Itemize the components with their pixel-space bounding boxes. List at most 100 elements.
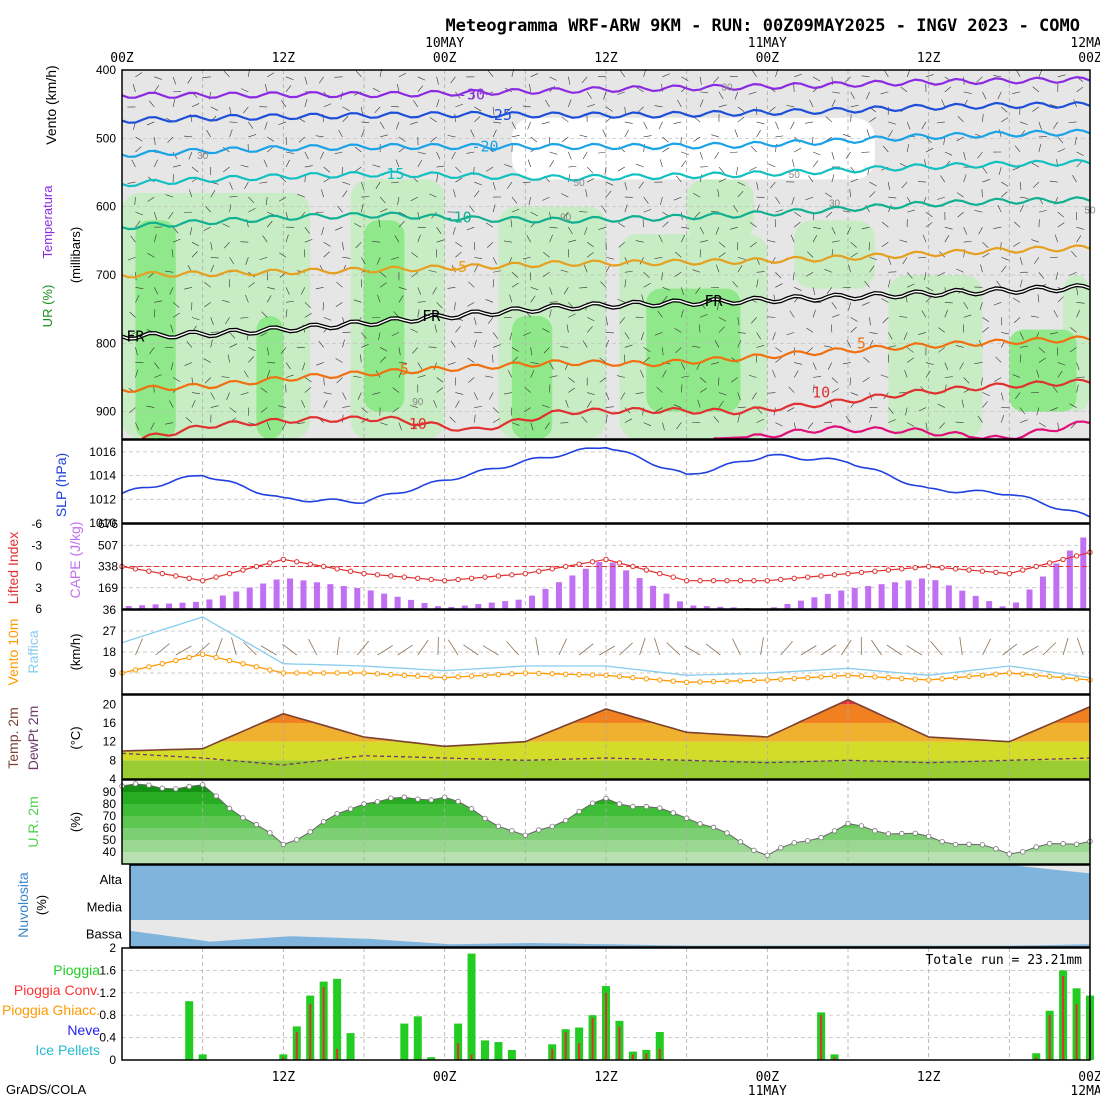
wind-barb xyxy=(944,226,953,230)
cape-bar xyxy=(394,596,401,609)
wind-barb xyxy=(428,346,437,348)
wind-barb xyxy=(775,196,781,204)
wind-barb xyxy=(154,374,162,378)
slp-panel: 1016 1014 1012 1010 SLP (hPa) xyxy=(53,439,1091,530)
wind-barb xyxy=(888,345,897,348)
wind-barb xyxy=(718,317,727,322)
wind-barb xyxy=(850,178,859,183)
wind-barb xyxy=(673,196,682,201)
lifted-index-point xyxy=(589,559,596,565)
wind-barb xyxy=(474,190,480,198)
wind-barb xyxy=(1053,121,1058,129)
wind-tick-label: 18 xyxy=(103,645,117,659)
wind-barb xyxy=(827,362,833,370)
wind-barb xyxy=(956,136,964,142)
cape-bar xyxy=(246,587,253,609)
wind-barb xyxy=(264,84,268,92)
wind-barb xyxy=(455,166,462,173)
rh-point xyxy=(643,803,650,810)
wind10m-point xyxy=(213,654,219,661)
wind-barb xyxy=(267,72,275,78)
wind-barb xyxy=(698,324,701,333)
wind-barb xyxy=(511,272,519,278)
wind-barb xyxy=(635,240,644,243)
wind-barb xyxy=(1057,148,1066,153)
wind-barb xyxy=(587,317,595,322)
lifted-index-point xyxy=(401,574,408,580)
wind-barb xyxy=(812,226,821,230)
wind-barb xyxy=(806,347,814,353)
lifted-index-point xyxy=(1060,556,1066,563)
pressure-tick-label: 400 xyxy=(96,63,116,77)
wind-direction-arrow xyxy=(231,637,237,656)
cloud-layer-bassa xyxy=(130,930,1090,947)
cloud-layer-media xyxy=(130,893,1090,920)
wind-barb xyxy=(850,91,855,100)
wind-barb xyxy=(982,317,990,323)
wind-barb xyxy=(729,151,738,154)
lifted-index-point xyxy=(549,566,555,572)
lifted-index-point xyxy=(764,577,771,584)
wind-barb xyxy=(413,100,419,108)
wind-barb xyxy=(285,287,290,295)
lifted-index-point xyxy=(455,576,461,583)
wind-barb xyxy=(1038,144,1042,153)
wind-barb xyxy=(982,392,990,397)
cape-bar xyxy=(676,601,683,609)
pressure-axis-label: (millibars) xyxy=(68,227,83,283)
wind-barb xyxy=(850,252,858,258)
lifted-index-tick-label: -6 xyxy=(31,517,42,531)
cape-bar xyxy=(434,606,441,609)
chart-title: Meteogramma WRF-ARW 9KM - RUN: 00Z09MAY2… xyxy=(445,16,1080,36)
wind-barb xyxy=(543,252,550,258)
wind-barb xyxy=(1076,362,1080,371)
lifted-index-point xyxy=(885,567,892,573)
wind-barb xyxy=(714,340,720,348)
wind-barb xyxy=(692,345,701,348)
wind-barb xyxy=(959,362,964,370)
wind-barb xyxy=(826,287,833,294)
rh-point xyxy=(952,841,959,848)
wind-barb xyxy=(1019,182,1022,191)
wind-barb xyxy=(982,179,991,183)
wind-barb xyxy=(617,298,625,303)
wind-barb xyxy=(925,370,931,378)
temperature-tick-label: 4 xyxy=(109,772,116,786)
rh-shade-high xyxy=(511,316,553,439)
wind-barb xyxy=(786,104,795,108)
wind-barb xyxy=(127,256,136,261)
wind-barb xyxy=(1072,175,1077,183)
wind-barb xyxy=(963,227,968,235)
rh-point xyxy=(683,815,690,821)
wind10m-point xyxy=(307,670,313,676)
cape-tick-label: 169 xyxy=(98,581,118,595)
isotherm-line xyxy=(141,378,1091,440)
panel-frame xyxy=(121,439,1091,524)
wind-barb xyxy=(466,226,475,231)
wind-barb xyxy=(718,166,725,174)
wind-barb xyxy=(906,272,913,279)
wind-barb xyxy=(210,264,215,273)
cape-bar xyxy=(690,605,697,609)
lifted-index-point xyxy=(347,568,354,574)
wind-barb xyxy=(654,105,663,108)
wind-barb xyxy=(643,209,652,213)
wind-barb xyxy=(735,166,739,175)
wind-barb xyxy=(135,347,138,356)
wind-barb xyxy=(153,287,159,295)
isotherm-label: FR xyxy=(705,292,724,310)
wind-barb xyxy=(982,327,989,333)
wind-barb xyxy=(843,134,851,138)
wind-barb xyxy=(320,151,324,160)
wind-direction-arrow xyxy=(578,643,594,656)
wind-barb xyxy=(737,191,744,198)
cape-bar xyxy=(878,584,885,609)
cape-bar xyxy=(139,605,146,609)
wind-barb xyxy=(417,151,426,155)
wind-barb xyxy=(921,121,927,129)
wind-barb xyxy=(732,281,738,288)
wind-barb xyxy=(454,302,456,311)
precip-tick-label: 2 xyxy=(109,941,116,955)
wind-barb xyxy=(204,377,211,384)
wind-barb xyxy=(203,358,211,363)
